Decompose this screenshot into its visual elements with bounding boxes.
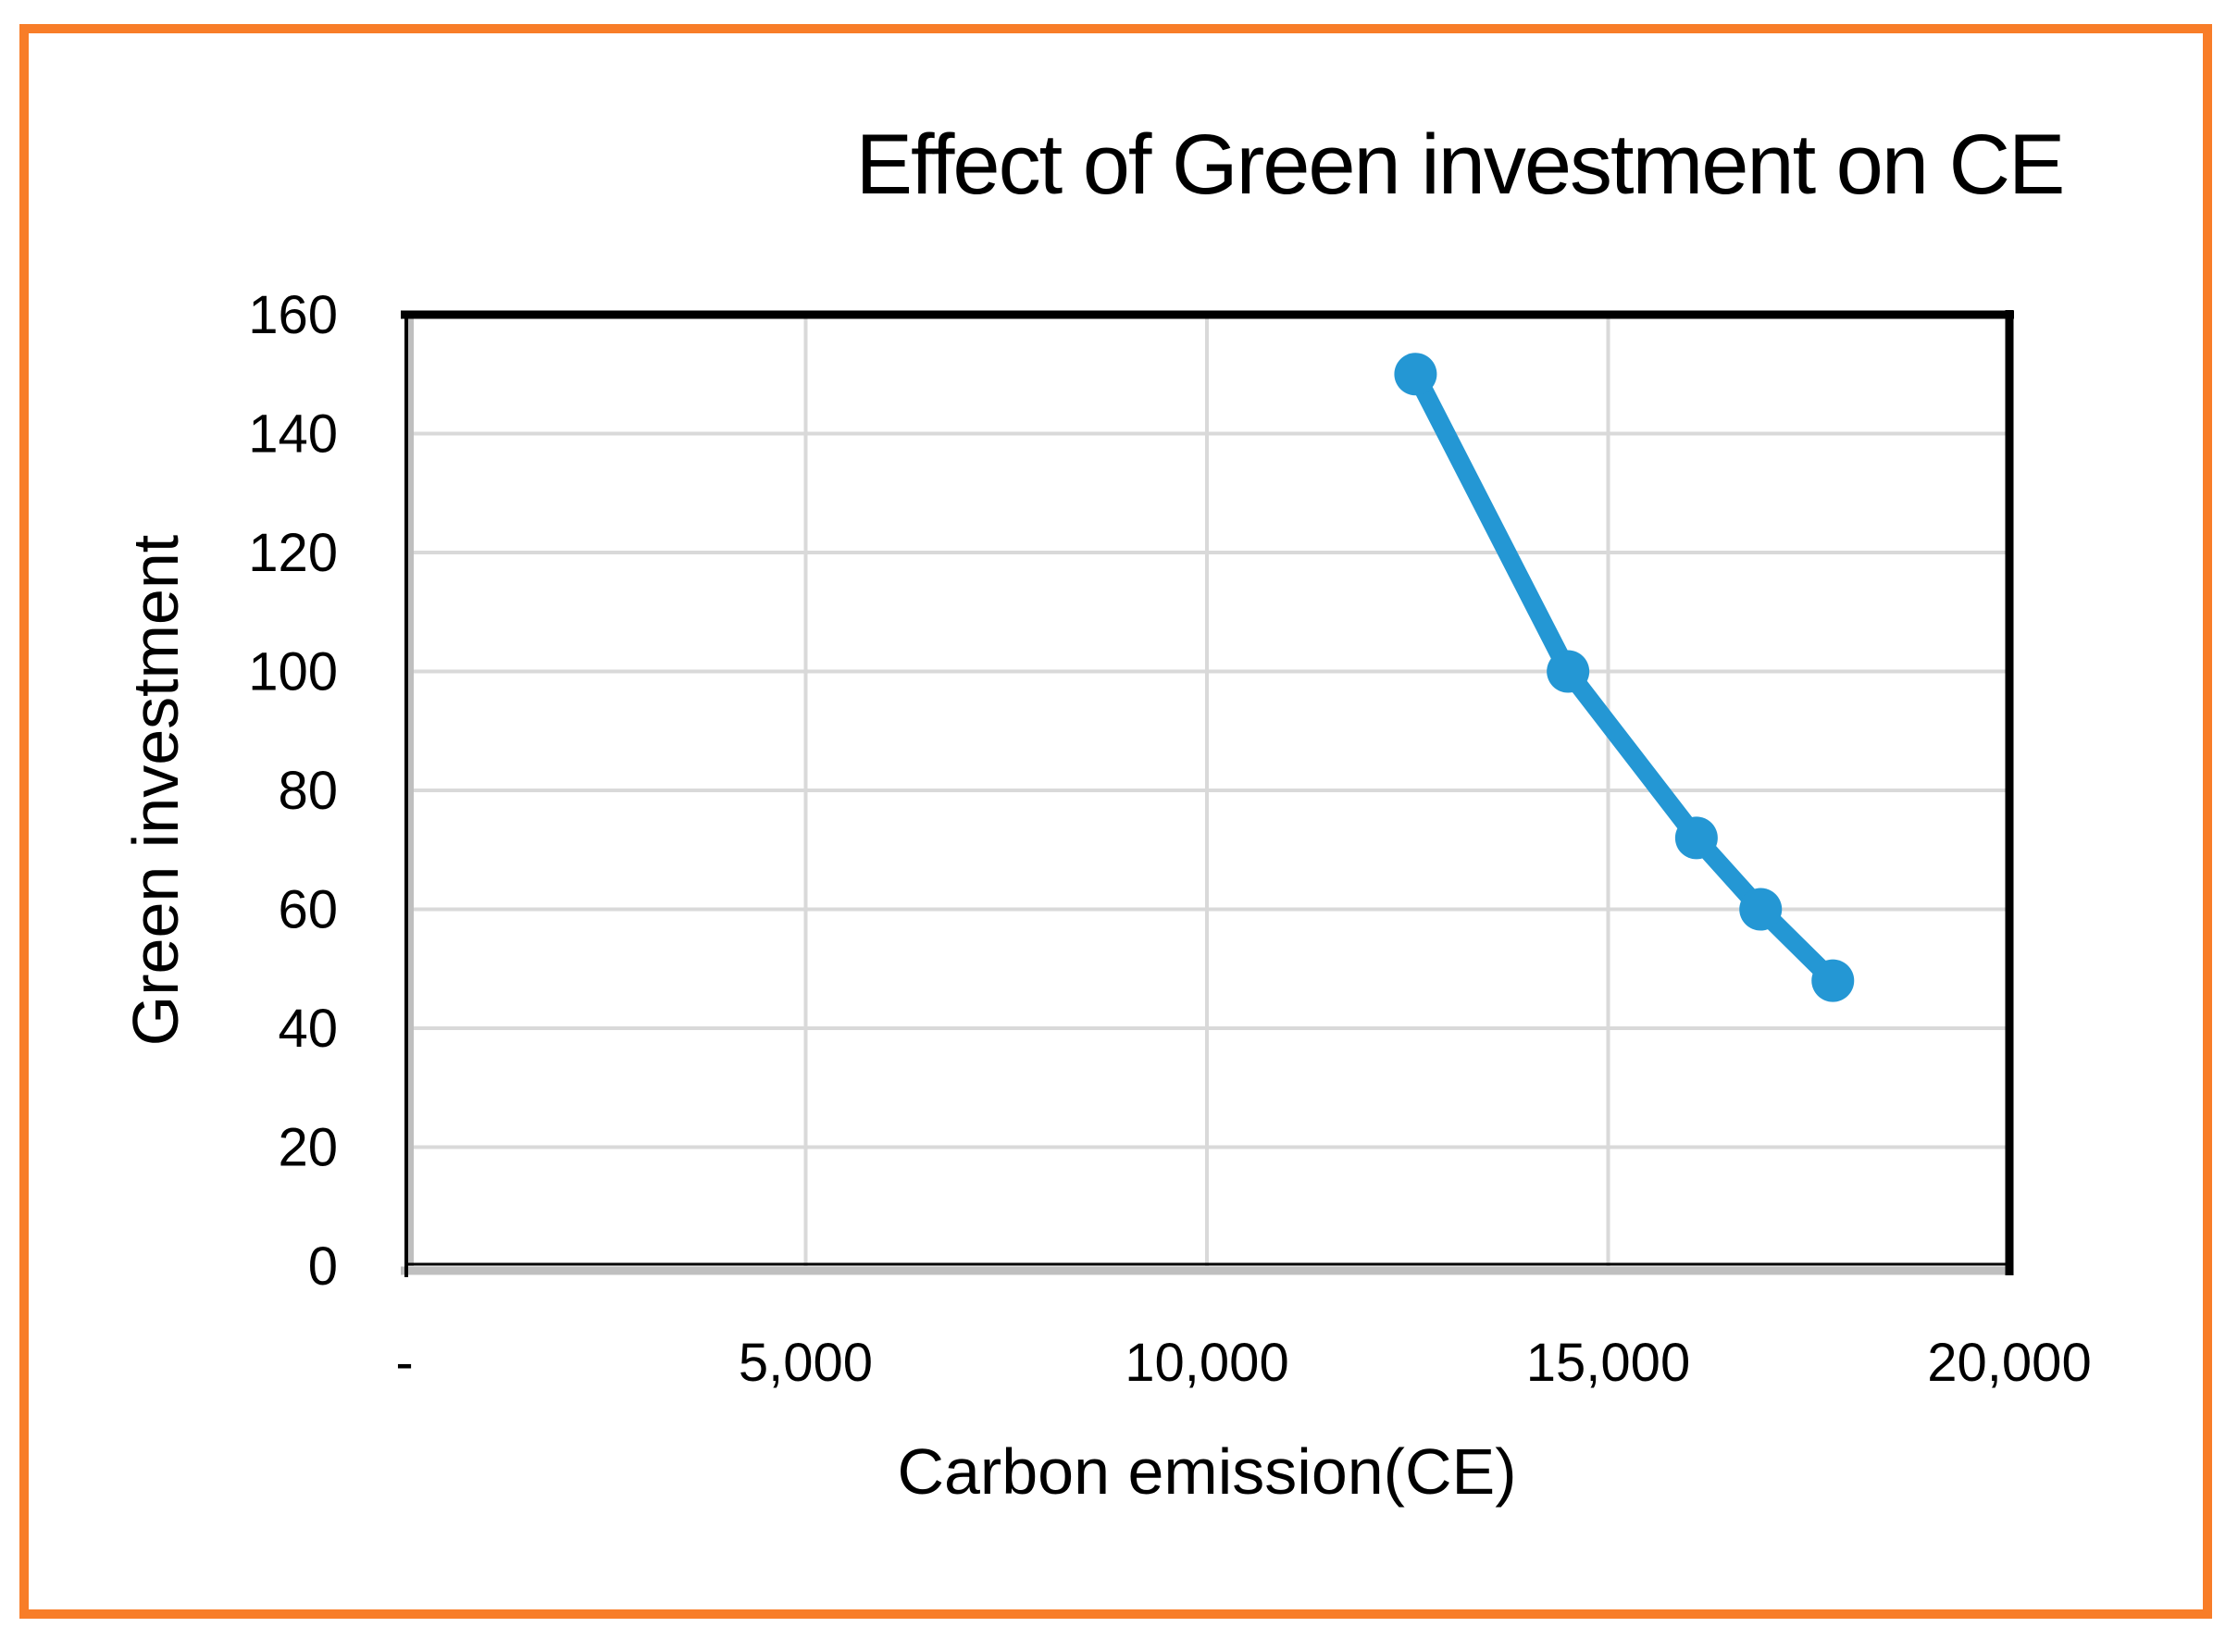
y-tick-label: 20	[278, 1118, 338, 1178]
x-tick-label: 10,000	[1125, 1333, 1288, 1393]
data-point-marker	[1394, 353, 1437, 396]
x-tick-label: 5,000	[739, 1333, 873, 1393]
data-point-marker	[1674, 816, 1718, 860]
data-point-marker	[1739, 888, 1783, 931]
x-tick-label: -	[395, 1333, 413, 1393]
x-axis-title: Carbon emission(CE)	[897, 1435, 1517, 1508]
y-tick-label: 140	[248, 404, 338, 465]
y-tick-label: 60	[278, 880, 338, 940]
x-tick-label: 15,000	[1526, 1333, 1690, 1393]
y-tick-label: 0	[308, 1236, 338, 1297]
series-line	[1406, 365, 1843, 990]
chart-title: Effect of Green investment on CE	[855, 118, 2066, 212]
data-point-marker	[1547, 650, 1590, 693]
y-tick-label: 80	[278, 761, 338, 821]
y-tick-label: 100	[248, 642, 338, 702]
x-tick-label: 20,000	[1927, 1333, 2091, 1393]
data-point-marker	[1811, 959, 1855, 1002]
y-tick-label: 160	[248, 285, 338, 345]
y-tick-label: 40	[278, 999, 338, 1059]
figure-border	[19, 24, 2212, 1619]
y-tick-label: 120	[248, 523, 338, 583]
